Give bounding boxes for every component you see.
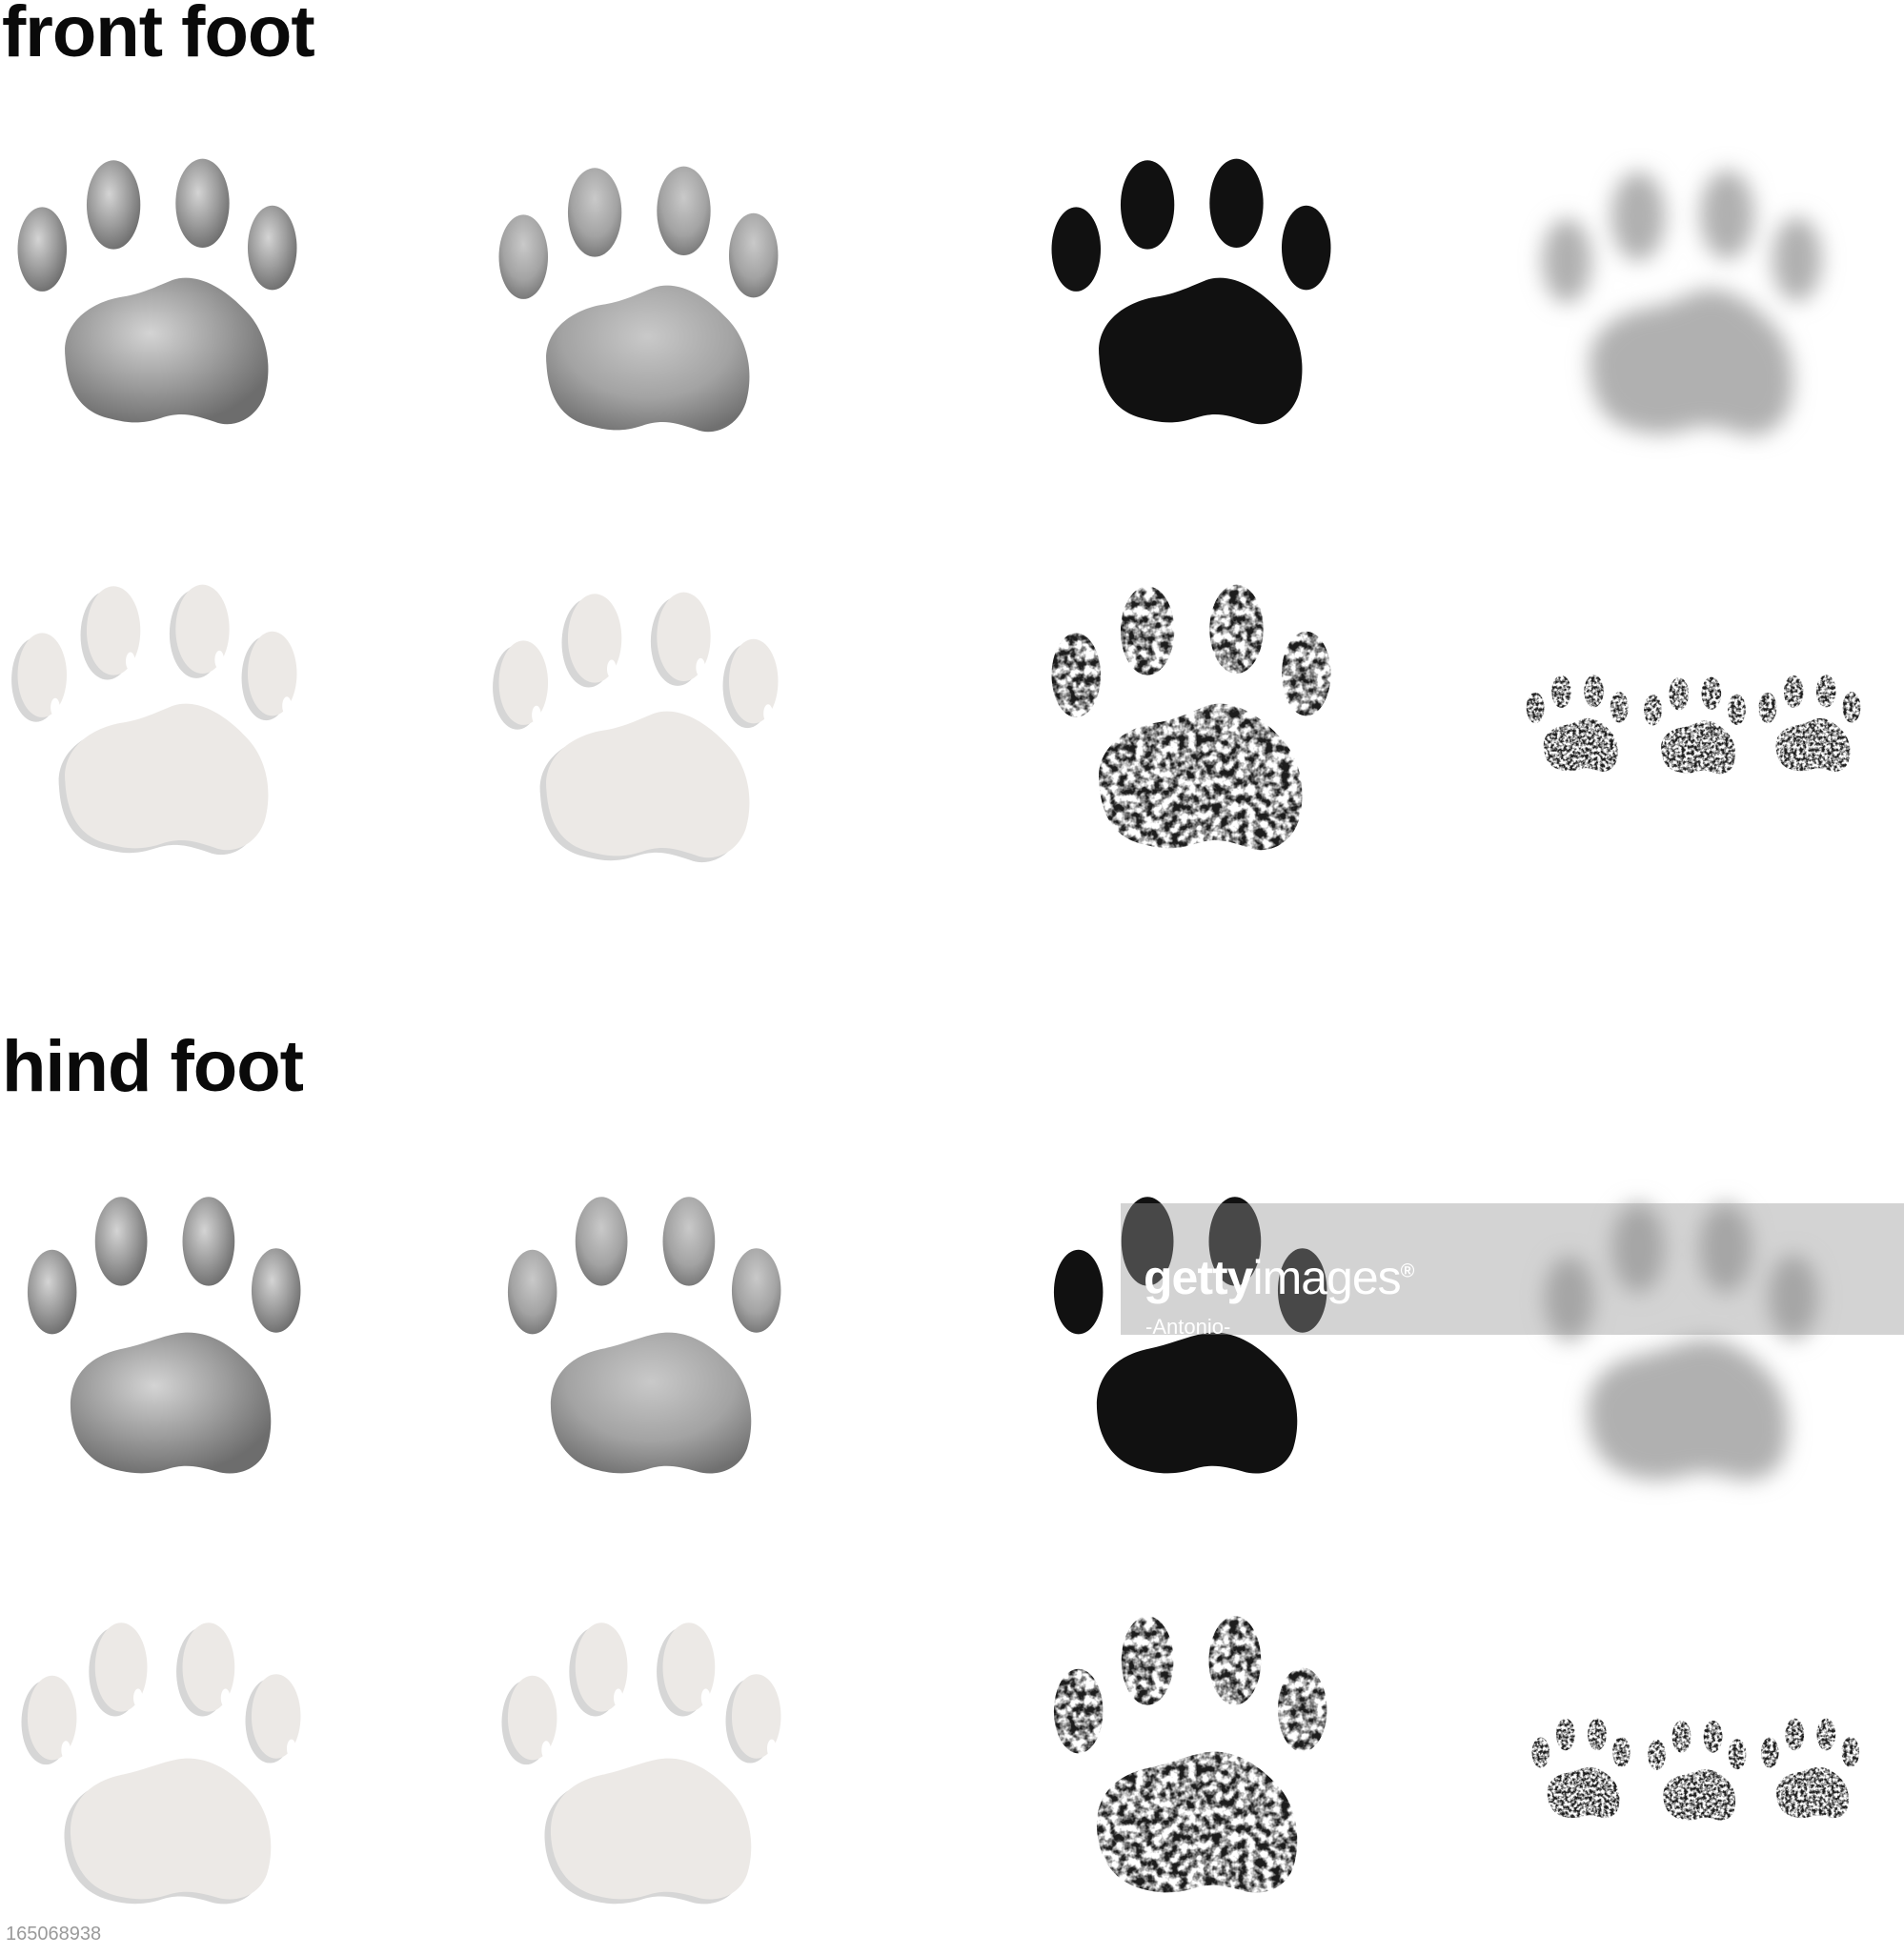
- watermark-band: [1121, 1203, 1904, 1335]
- front-foot-heading: front foot: [2, 0, 315, 72]
- hind-paw-shaded-alt-icon: [507, 1197, 781, 1474]
- front-paw-shaded-alt-icon: [498, 166, 779, 433]
- stock-image-id: 165068938: [6, 1924, 102, 1945]
- watermark-credit: -Antonio-: [1145, 1315, 1231, 1339]
- hind-paw-shaded-icon: [27, 1197, 301, 1474]
- front-paw-grunge-icon: [1051, 584, 1331, 851]
- hind-foot-heading: hind foot: [2, 1026, 304, 1107]
- watermark-brand-bold: getty: [1144, 1251, 1253, 1304]
- hind-paw-light-icon: [21, 1622, 301, 1905]
- hind-paw-light-alt-icon: [501, 1622, 781, 1905]
- watermark-registered: ®: [1400, 1260, 1415, 1282]
- front-paw-solid-icon: [1051, 158, 1331, 425]
- front-paw-trail-icon: [1526, 675, 1861, 775]
- hind-paw-trail-icon: [1531, 1718, 1860, 1821]
- watermark-brand-light: images: [1252, 1251, 1401, 1304]
- watermark-logo: gettyimages®: [1144, 1251, 1415, 1304]
- front-paw-light-icon: [11, 584, 297, 856]
- front-paw-shaded-icon: [17, 158, 297, 425]
- hind-paw-grunge-icon: [1053, 1616, 1327, 1893]
- front-paw-blurred-icon: [1542, 170, 1822, 436]
- front-paw-light-alt-icon: [493, 592, 779, 863]
